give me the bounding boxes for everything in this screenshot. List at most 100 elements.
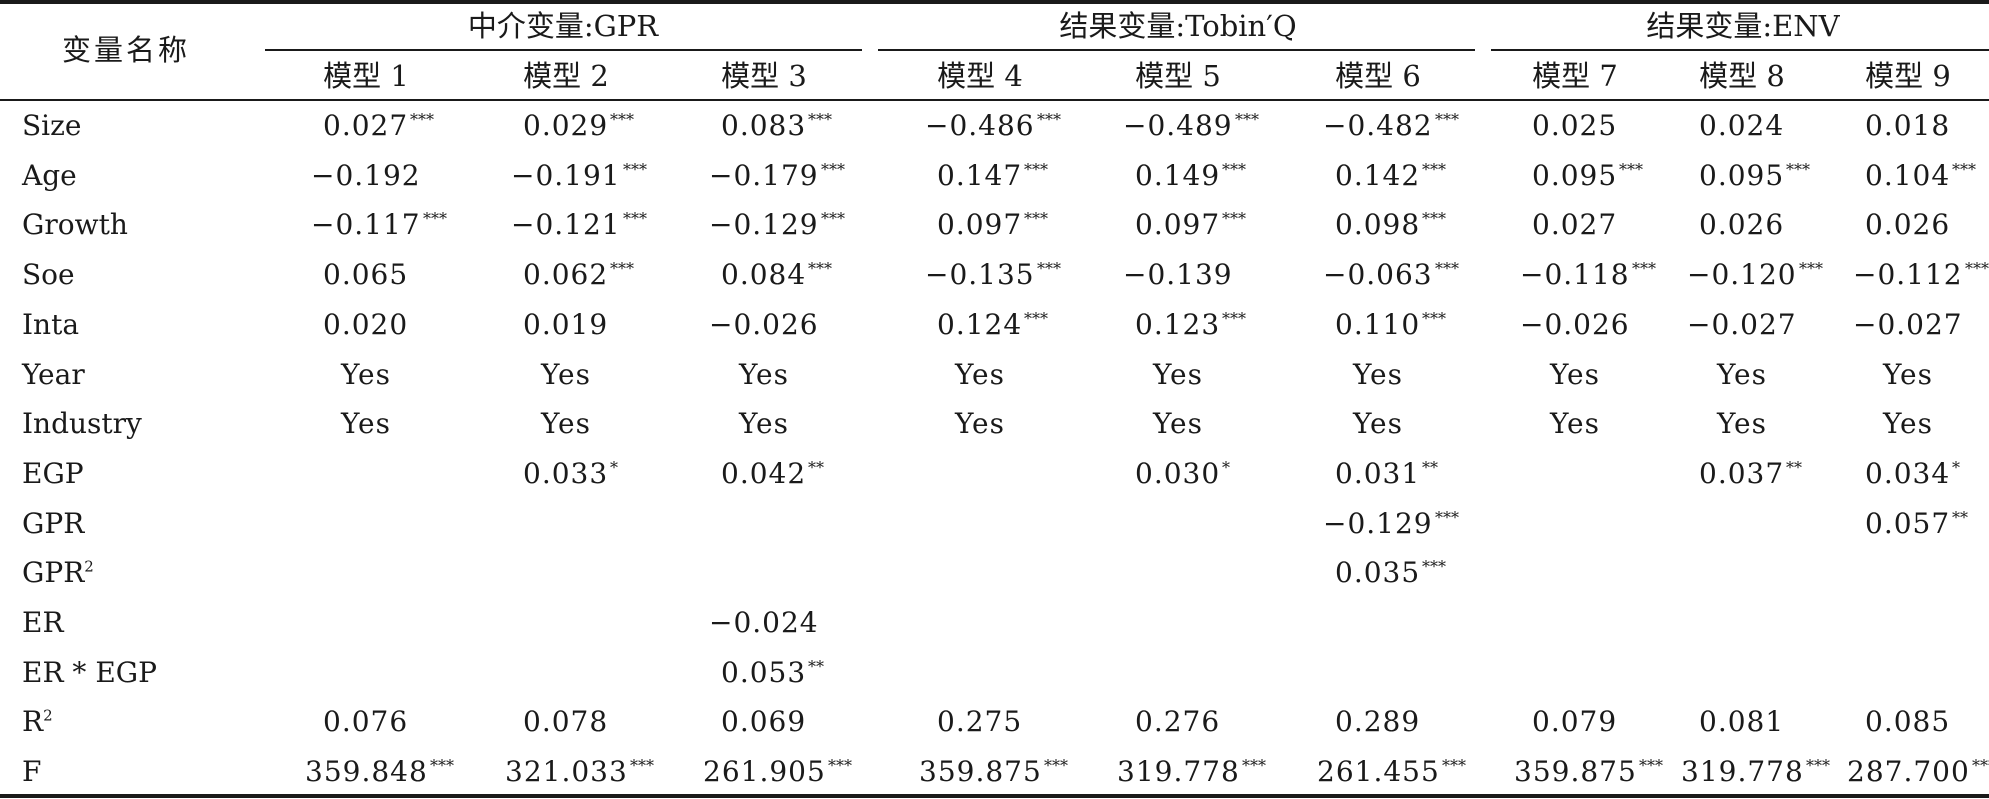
group-underline-gpr — [265, 49, 862, 51]
significance-stars: ** — [808, 657, 824, 676]
table-cell: 0.018 — [1865, 106, 1950, 146]
cell-value: 0.289 — [1335, 705, 1421, 738]
table-cell: 0.057 ** — [1865, 504, 1968, 544]
table-cell: 0.076 — [323, 702, 408, 742]
cell-value: −0.191 — [511, 159, 621, 192]
significance-stars: * — [1222, 458, 1230, 477]
cell-value: Yes — [1353, 407, 1403, 440]
table-cell: 0.026 — [1699, 205, 1784, 245]
table-cell: 0.085 — [1865, 702, 1950, 742]
cell-value: −0.179 — [709, 159, 819, 192]
significance-stars: *** — [1972, 756, 1989, 775]
cell-value: Yes — [1717, 407, 1767, 440]
table-cell: 261.455 *** — [1317, 752, 1466, 792]
cell-value: 0.084 — [721, 258, 807, 291]
significance-stars: *** — [610, 110, 634, 129]
cell-value: 0.081 — [1699, 705, 1785, 738]
cell-value: 0.147 — [937, 159, 1023, 192]
cell-value: 0.076 — [323, 705, 409, 738]
model-header-6: 模型 6 — [1335, 59, 1421, 93]
table-cell: −0.027 — [1853, 305, 1963, 345]
table-cell: −0.179 *** — [709, 156, 845, 196]
table-cell: 0.123 *** — [1135, 305, 1246, 345]
table-cell: −0.191 *** — [511, 156, 647, 196]
table-cell: −0.192 — [311, 156, 421, 196]
significance-stars: *** — [1037, 259, 1061, 278]
table-cell: Yes — [955, 404, 1005, 444]
cell-value: Yes — [1717, 358, 1767, 391]
table-cell: Yes — [739, 404, 789, 444]
model-header-1: 模型 1 — [323, 59, 409, 93]
significance-stars: *** — [1044, 756, 1068, 775]
table-cell: Yes — [1153, 355, 1203, 395]
significance-stars: *** — [1222, 309, 1246, 328]
cell-value: 0.035 — [1335, 556, 1421, 589]
cell-value: −0.024 — [709, 606, 819, 639]
cell-value: 0.110 — [1335, 308, 1421, 341]
cell-value: 0.124 — [937, 308, 1023, 341]
table-cell: Yes — [1353, 355, 1403, 395]
model-header-3: 模型 3 — [721, 59, 807, 93]
cell-value: 0.042 — [721, 457, 807, 490]
significance-stars: *** — [808, 259, 832, 278]
row-label: F — [22, 752, 41, 792]
group-underline-tobinq — [878, 49, 1475, 51]
table-cell: 0.027 — [1532, 205, 1617, 245]
table-cell: 0.275 — [937, 702, 1022, 742]
table-cell: 359.848 *** — [305, 752, 454, 792]
table-cell: 0.081 — [1699, 702, 1784, 742]
cell-value: 0.062 — [523, 258, 609, 291]
cell-value: Yes — [341, 407, 391, 440]
model-header-9: 模型 9 — [1865, 59, 1951, 93]
cell-value: 0.019 — [523, 308, 609, 341]
significance-stars: *** — [1422, 557, 1446, 576]
cell-value: Yes — [1153, 358, 1203, 391]
significance-stars: ** — [1786, 458, 1802, 477]
significance-stars: *** — [1952, 160, 1976, 179]
cell-value: 0.123 — [1135, 308, 1221, 341]
significance-stars: * — [1952, 458, 1960, 477]
table-cell: 0.095 *** — [1699, 156, 1810, 196]
row-label-text: R — [22, 705, 44, 738]
table-cell: −0.489 *** — [1123, 106, 1259, 146]
table-cell: 0.142 *** — [1335, 156, 1446, 196]
significance-stars: *** — [1435, 508, 1459, 527]
row-label: Size — [22, 106, 81, 146]
significance-stars: *** — [623, 209, 647, 228]
table-cell: 0.289 — [1335, 702, 1420, 742]
model-header-7: 模型 7 — [1532, 59, 1618, 93]
cell-value: 0.031 — [1335, 457, 1421, 490]
table-cell: −0.135 *** — [925, 255, 1061, 295]
table-cell: 0.083 *** — [721, 106, 832, 146]
table-cell: 0.033 * — [523, 454, 618, 494]
cell-value: −0.112 — [1853, 258, 1963, 291]
cell-value: 0.025 — [1532, 109, 1618, 142]
cell-value: 0.026 — [1865, 208, 1951, 241]
table-cell: Yes — [1550, 404, 1600, 444]
row-label: Industry — [22, 404, 142, 444]
table-cell: 0.026 — [1865, 205, 1950, 245]
cell-value: 0.027 — [323, 109, 409, 142]
cell-value: −0.120 — [1687, 258, 1797, 291]
table-cell: −0.026 — [1520, 305, 1630, 345]
cell-value: −0.135 — [925, 258, 1035, 291]
table-cell: 0.084 *** — [721, 255, 832, 295]
table-cell: −0.117 *** — [311, 205, 447, 245]
table-cell: 319.778 *** — [1681, 752, 1830, 792]
significance-stars: *** — [630, 756, 654, 775]
cell-value: −0.129 — [709, 208, 819, 241]
significance-stars: *** — [1786, 160, 1810, 179]
cell-value: Yes — [1353, 358, 1403, 391]
significance-stars: *** — [1024, 309, 1048, 328]
significance-stars: *** — [1037, 110, 1061, 129]
cell-value: 0.037 — [1699, 457, 1785, 490]
cell-value: 0.275 — [937, 705, 1023, 738]
group-header-mediator-gpr: 中介变量:GPR — [467, 9, 659, 43]
cell-value: −0.118 — [1520, 258, 1630, 291]
table-cell: Yes — [341, 355, 391, 395]
table-cell: Yes — [1883, 355, 1933, 395]
row-label: GPR — [22, 504, 84, 544]
cell-value: 321.033 — [505, 755, 628, 788]
cell-value: Yes — [1883, 407, 1933, 440]
group-header-outcome-env: 结果变量:ENV — [1646, 9, 1840, 43]
